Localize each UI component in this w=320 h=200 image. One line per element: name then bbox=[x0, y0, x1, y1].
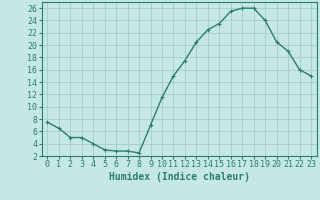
X-axis label: Humidex (Indice chaleur): Humidex (Indice chaleur) bbox=[109, 172, 250, 182]
